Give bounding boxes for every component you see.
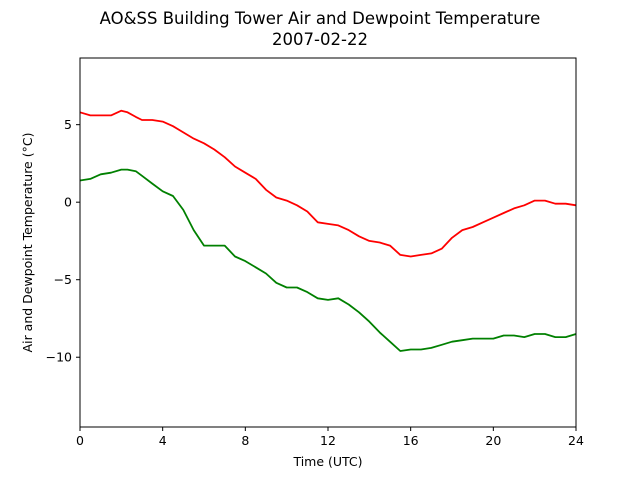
x-axis-label: Time (UTC)	[292, 454, 362, 469]
x-tick-label: 4	[159, 433, 167, 448]
y-tick-label: 0	[64, 195, 72, 210]
plot-area	[79, 109, 577, 352]
x-tick-label: 0	[76, 433, 84, 448]
axes-frame	[79, 57, 577, 428]
chart-subtitle: 2007-02-22	[272, 30, 368, 49]
y-axis-label: Air and Dewpoint Temperature (°C)	[20, 133, 35, 353]
y-tick-label: −5	[54, 272, 72, 287]
x-tick-label: 20	[485, 433, 501, 448]
x-tick-label: 16	[403, 433, 419, 448]
x-tick-label: 12	[320, 433, 336, 448]
y-axis-ticks: 5 0 −5 −10	[46, 117, 80, 365]
x-tick-label: 8	[241, 433, 249, 448]
series-line-1	[79, 109, 577, 258]
chart-title: AO&SS Building Tower Air and Dewpoint Te…	[100, 9, 541, 28]
x-axis-ticks: 0 4 8 12 16 20 24	[76, 427, 584, 448]
x-tick-label: 24	[568, 433, 584, 448]
y-tick-label: 5	[64, 117, 72, 132]
y-tick-label: −10	[46, 350, 72, 365]
series-line-2	[79, 168, 577, 352]
